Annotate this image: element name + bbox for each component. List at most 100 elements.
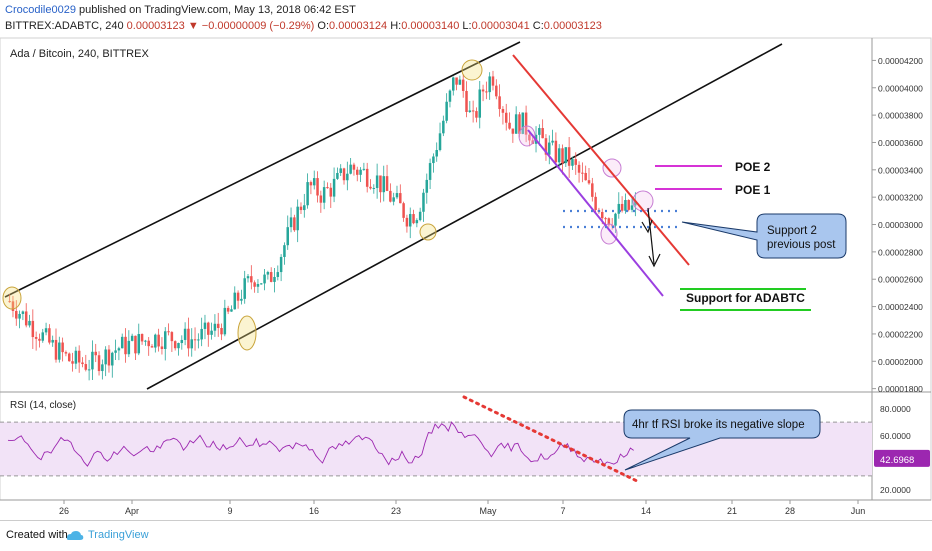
candle-body	[51, 339, 54, 343]
candles-group	[8, 70, 637, 381]
candle-body	[273, 276, 276, 282]
time-tick-label: 21	[727, 506, 737, 516]
candle-body	[94, 351, 97, 356]
candle-body	[501, 109, 505, 113]
candle-body	[587, 180, 591, 184]
tradingview-brand-link[interactable]: TradingView	[88, 529, 149, 541]
candle-body	[97, 355, 101, 372]
candle-body	[442, 120, 445, 134]
candle-body	[293, 217, 296, 231]
candle-body	[405, 217, 409, 227]
candle-body	[471, 110, 475, 112]
candle-body	[481, 89, 485, 92]
candle-body	[385, 176, 389, 191]
candle-body	[306, 182, 309, 206]
candle-body	[24, 311, 28, 326]
price-tick-label: 0.00002200	[878, 329, 923, 339]
candle-body	[144, 340, 147, 342]
candle-body	[81, 362, 84, 365]
candle-body	[276, 272, 280, 277]
candle-body	[551, 140, 554, 143]
candle-body	[240, 298, 243, 301]
candle-body	[243, 278, 246, 299]
footer: Created with TradingView	[0, 520, 932, 551]
price-tick-label: 0.00002400	[878, 302, 923, 312]
candle-body	[557, 148, 561, 163]
candle-body	[309, 182, 313, 186]
candle-body	[375, 175, 379, 188]
candle-body	[607, 218, 611, 226]
rsi-tick-label: 80.0000	[880, 404, 911, 414]
upper-channel-line	[4, 41, 521, 298]
arrow-head-icon	[648, 253, 661, 268]
price-tick-label: 0.00003000	[878, 220, 923, 230]
candle-body	[627, 200, 630, 210]
candle-body	[452, 77, 455, 91]
candle-body	[71, 361, 74, 364]
candle-body	[468, 110, 472, 112]
candle-body	[399, 193, 402, 204]
candle-body	[54, 339, 58, 360]
close-value: 0.00003123	[543, 20, 602, 32]
candle-body	[150, 346, 154, 348]
candle-body	[140, 334, 144, 342]
highlight-circle	[2, 286, 22, 310]
candle-body	[478, 89, 482, 118]
rsi-negative-slope-line	[462, 395, 639, 483]
candle-body	[223, 307, 227, 335]
publish-info: published on TradingView.com, May 13, 20…	[75, 4, 356, 16]
candle-body	[216, 323, 220, 329]
candle-body	[220, 328, 223, 335]
low-value: 0.00003041	[471, 20, 530, 32]
candle-body	[498, 96, 501, 110]
time-tick-label: 7	[560, 506, 565, 516]
candle-body	[392, 197, 395, 202]
candle-body	[461, 79, 465, 91]
candle-body	[491, 76, 495, 86]
candle-body	[77, 350, 81, 363]
candle-body	[614, 213, 617, 226]
candle-body	[445, 101, 448, 121]
candle-body	[250, 276, 253, 283]
candle-body	[104, 349, 107, 365]
highlight-circle-pink	[518, 125, 536, 147]
candle-body	[488, 76, 491, 93]
candle-body	[610, 225, 614, 227]
candle-body	[336, 172, 339, 179]
candle-body	[432, 156, 435, 164]
publish-line: Crocodile0029 published on TradingView.c…	[5, 4, 356, 16]
candle-body	[620, 203, 624, 211]
candle-body	[67, 353, 71, 362]
price-tick-label: 0.00003800	[878, 111, 923, 121]
candle-body	[61, 342, 64, 353]
tradingview-cloud-icon	[66, 531, 84, 540]
time-tick-label: May	[479, 506, 497, 516]
arrow-head-icon	[641, 219, 653, 234]
candle-body	[346, 173, 349, 181]
support-callout-line2: previous post	[767, 239, 836, 251]
candle-body	[594, 196, 597, 210]
candle-body	[362, 168, 366, 170]
time-tick-label: 9	[227, 506, 232, 516]
candle-body	[571, 159, 574, 166]
candle-body	[173, 341, 177, 349]
candle-body	[226, 307, 230, 312]
support-callout	[681, 213, 847, 259]
time-tick-label: 23	[391, 506, 401, 516]
author-link[interactable]: Crocodile0029	[5, 4, 76, 16]
candle-body	[269, 272, 273, 282]
chart-canvas[interactable]: 0.00004200 0.00004000 0.00003800 0.00003600…	[0, 0, 932, 520]
candle-body	[154, 334, 157, 348]
candle-body	[538, 128, 541, 135]
candle-body	[130, 335, 134, 341]
rsi-callout	[623, 409, 821, 471]
candle-body	[365, 168, 369, 187]
candle-body	[564, 147, 568, 164]
highlight-circle	[461, 59, 483, 81]
support-label: Support for ADABTC	[686, 291, 805, 305]
time-tick-label: 28	[785, 506, 795, 516]
candle-body	[577, 164, 581, 173]
candle-body	[31, 320, 35, 338]
candle-body	[246, 276, 250, 279]
candle-body	[584, 172, 587, 181]
